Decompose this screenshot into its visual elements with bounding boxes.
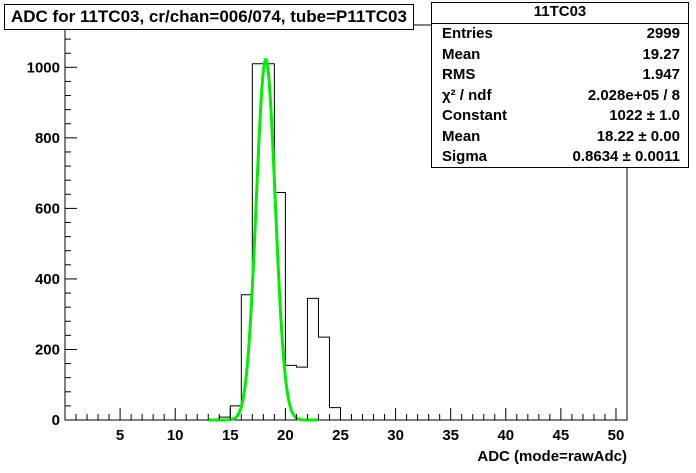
stats-label: χ² / ndf [442, 86, 492, 104]
stats-label: Mean [442, 45, 481, 63]
stats-box: 11TC03 Entries 2999 Mean 19.27 RMS 1.947… [431, 2, 689, 168]
stats-label: RMS [442, 66, 476, 83]
stats-value: 1.947 [642, 66, 680, 83]
x-tick-label: 5 [116, 427, 124, 444]
y-tick-label: 1000 [27, 59, 60, 76]
x-tick-label: 15 [222, 427, 239, 444]
x-tick-label: 10 [167, 427, 184, 444]
histogram-outline [208, 63, 352, 421]
y-tick-label: 600 [35, 200, 60, 217]
x-tick-label: 25 [332, 427, 349, 444]
x-tick-label: 45 [553, 427, 570, 444]
stats-value: 18.22 ± 0.00 [596, 127, 680, 145]
gaussian-fit-curve [208, 57, 319, 422]
stats-value: 1022 ± 1.0 [609, 107, 680, 124]
stats-value: 19.27 [642, 45, 680, 63]
x-tick-label: 30 [387, 427, 404, 444]
histogram-bin [307, 298, 318, 420]
stats-row-sigma: Sigma 0.8634 ± 0.0011 [432, 147, 688, 168]
histogram-bin [329, 408, 340, 420]
y-tick-label: 0 [52, 412, 60, 429]
y-tick-label: 400 [35, 271, 60, 288]
stats-row-entries: Entries 2999 [432, 24, 688, 45]
chart-title: ADC for 11TC03, cr/chan=006/074, tube=P1… [4, 4, 414, 30]
stats-value: 2999 [646, 25, 680, 42]
stats-row-fit-mean: Mean 18.22 ± 0.00 [432, 127, 688, 148]
x-tick-label: 50 [608, 427, 625, 444]
x-tick-label: 35 [442, 427, 459, 444]
x-tick-label: 20 [277, 427, 294, 444]
x-axis-label: ADC (mode=rawAdc) [477, 448, 627, 465]
stats-label: Sigma [442, 148, 488, 165]
y-tick-label: 200 [35, 341, 60, 358]
stats-value: 2.028e+05 / 8 [587, 86, 680, 104]
histogram-bin [296, 367, 307, 420]
stats-label: Constant [442, 107, 507, 124]
histogram-bin [318, 337, 329, 420]
stats-row-rms: RMS 1.947 [432, 65, 688, 86]
stats-label: Entries [442, 25, 493, 42]
x-tick-label: 40 [497, 427, 514, 444]
stats-row-chi2: χ² / ndf 2.028e+05 / 8 [432, 86, 688, 107]
y-tick-label: 800 [35, 130, 60, 147]
stats-label: Mean [442, 127, 481, 145]
stats-box-title: 11TC03 [432, 3, 688, 24]
stats-row-mean: Mean 19.27 [432, 45, 688, 66]
stats-value: 0.8634 ± 0.0011 [572, 148, 681, 165]
stats-row-constant: Constant 1022 ± 1.0 [432, 106, 688, 127]
